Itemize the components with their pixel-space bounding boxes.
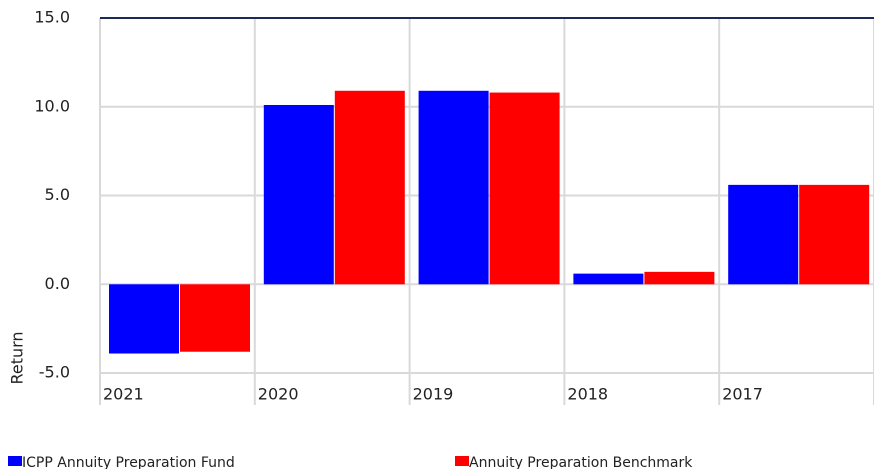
- legend-label: ICPP Annuity Preparation Fund: [22, 455, 235, 469]
- y-tick-label: -5.0: [39, 363, 70, 382]
- legend-label: Annuity Preparation Benchmark: [469, 455, 693, 469]
- bar: [180, 284, 250, 352]
- bar: [489, 92, 560, 285]
- x-tick-label: 2018: [567, 385, 608, 404]
- y-tick-label: 15.0: [34, 8, 70, 27]
- bar: [573, 273, 644, 285]
- bar: [644, 271, 715, 285]
- bar: [799, 184, 870, 285]
- legend-swatch: [8, 456, 22, 466]
- x-tick-label: 2019: [413, 385, 454, 404]
- bar: [418, 90, 489, 285]
- y-tick-label: 0.0: [45, 274, 70, 293]
- legend: ICPP Annuity Preparation Fund Annuity Pre…: [8, 455, 693, 469]
- bar: [109, 284, 179, 354]
- bar: [728, 184, 799, 285]
- bar: [334, 90, 405, 285]
- x-tick-label: 2017: [722, 385, 763, 404]
- x-tick-label: 2021: [103, 385, 144, 404]
- x-tick-label: 2020: [258, 385, 299, 404]
- y-tick-label: 10.0: [34, 96, 70, 115]
- y-tick-label: 5.0: [45, 185, 70, 204]
- y-axis-title: Return: [8, 331, 27, 384]
- bar: [263, 104, 334, 285]
- legend-swatch: [455, 456, 469, 466]
